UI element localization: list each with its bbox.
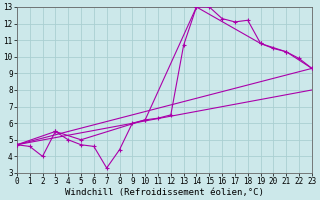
X-axis label: Windchill (Refroidissement éolien,°C): Windchill (Refroidissement éolien,°C) xyxy=(65,188,264,197)
